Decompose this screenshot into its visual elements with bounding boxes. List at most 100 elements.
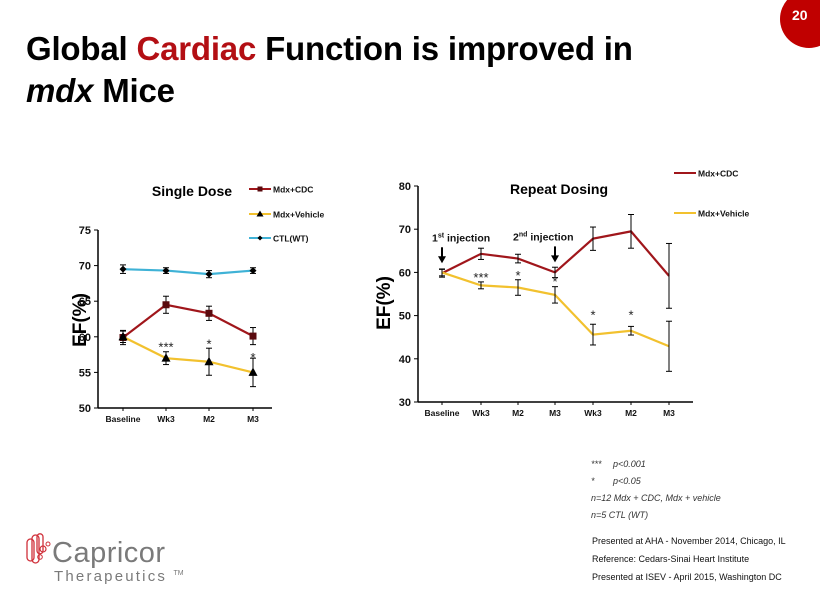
- single-dose-y-tick-label: 70: [79, 261, 91, 273]
- single-dose-legend-marker: [257, 235, 263, 241]
- single-dose-data-point: [204, 356, 214, 366]
- title-line-1: Global Cardiac Function is improved in: [26, 28, 633, 70]
- repeat-dosing-y-tick-label: 40: [399, 354, 411, 366]
- note-row: * p<0.05: [591, 473, 721, 490]
- title-accent-word: Cardiac: [136, 30, 257, 67]
- repeat-dosing-x-tick-label: Wk3: [584, 408, 602, 418]
- single-dose-series-line: [122, 335, 254, 374]
- single-dose-data-point: [162, 267, 170, 275]
- note-text: p<0.001: [613, 459, 646, 469]
- single-dose-data-point: [118, 331, 128, 341]
- reference-line: Presented at AHA - November 2014, Chicag…: [592, 536, 786, 546]
- repeat-dosing-x-tick-label: M2: [512, 408, 524, 418]
- repeat-dosing-x-tick-label: Wk3: [472, 408, 490, 418]
- repeat-dosing-y-tick-label: 60: [399, 267, 411, 279]
- single-dose-series-line: [122, 268, 254, 276]
- logo-name: Capricor: [52, 537, 166, 569]
- injection-ordinal: nd: [519, 231, 528, 238]
- title-line-2: mdx Mice: [26, 70, 633, 112]
- logo-subtitle: Therapeutics TM: [54, 568, 184, 585]
- single-dose-x-tick-label: Wk3: [157, 414, 175, 424]
- page-number: 20: [792, 7, 808, 23]
- injection-text: injection: [527, 231, 573, 243]
- repeat-dosing-injection-label: 2nd injection: [513, 231, 574, 243]
- single-dose-legend-label: Mdx+Vehicle: [273, 210, 325, 220]
- repeat-dosing-y-tick-label: 50: [399, 311, 411, 323]
- single-dose-data-point: [248, 367, 258, 376]
- single-dose-legend-marker: [256, 210, 264, 217]
- single-dose-significance-marker: *: [206, 336, 211, 351]
- repeat-dosing-significance-marker: *: [590, 307, 595, 322]
- single-dose-legend-label: CTL(WT): [273, 234, 309, 244]
- title-text: Function is improved in: [256, 30, 633, 67]
- single-dose-significance-marker: *: [250, 350, 255, 365]
- repeat-dosing-significance-marker: *: [552, 274, 557, 289]
- repeat-dosing-series-line: [441, 230, 670, 277]
- repeat-dosing-y-tick-label: 80: [399, 181, 411, 193]
- injection-number: 1: [432, 232, 438, 244]
- repeat-dosing-significance-marker: *: [628, 307, 633, 322]
- single-dose-significance-marker: ***: [158, 339, 173, 354]
- repeat-dosing-series-line: [441, 271, 670, 348]
- single-dose-x-tick-label: Baseline: [106, 414, 141, 424]
- statistics-notes: *** p<0.001 * p<0.05 n=12 Mdx + CDC, Mdx +…: [591, 456, 721, 524]
- single-dose-title: Single Dose: [152, 183, 232, 199]
- note-row: *** p<0.001: [591, 456, 721, 473]
- repeat-dosing-y-tick-label: 70: [399, 224, 411, 236]
- single-dose-x-tick-label: M3: [247, 414, 259, 424]
- single-dose-y-tick-label: 65: [79, 296, 91, 308]
- repeat-dosing-x-tick-label: M3: [549, 408, 561, 418]
- note-text: n=12 Mdx + CDC, Mdx + vehicle: [591, 493, 721, 503]
- note-symbol: *: [591, 476, 595, 486]
- logo-subtitle-text: Therapeutics: [54, 568, 168, 585]
- references: Presented at AHA - November 2014, Chicag…: [592, 532, 786, 586]
- page-number-badge: 20: [780, 0, 820, 48]
- repeat-dosing-injection-arrowhead: [551, 255, 559, 263]
- repeat-dosing-y-axis-label: EF(%): [374, 276, 395, 330]
- capricor-logo-icon: [26, 533, 51, 564]
- note-text: p<0.05: [613, 476, 641, 486]
- single-dose-legend-label: Mdx+CDC: [273, 185, 313, 195]
- repeat-dosing-significance-marker: ***: [473, 270, 488, 285]
- reference-line: Presented at ISEV - April 2015, Washingt…: [592, 572, 782, 582]
- title-italic-word: mdx: [26, 72, 94, 109]
- single-dose-y-tick-label: 55: [79, 367, 91, 379]
- single-dose-data-point: [119, 265, 127, 273]
- single-dose-data-point: [205, 309, 213, 317]
- single-dose-y-tick-label: 60: [79, 332, 91, 344]
- slide-title: Global Cardiac Function is improved in m…: [26, 28, 633, 112]
- note-text: n=5 CTL (WT): [591, 510, 649, 520]
- single-dose-data-point: [119, 334, 127, 342]
- repeat-dosing-x-tick-label: Baseline: [425, 408, 460, 418]
- single-dose-x-tick-label: M2: [203, 414, 215, 424]
- note-row: n=5 CTL (WT): [591, 507, 721, 524]
- repeat-dosing-x-tick-label: M3: [663, 408, 675, 418]
- single-dose-legend-marker: [257, 186, 263, 192]
- single-dose-data-point: [205, 270, 213, 278]
- trademark: TM: [173, 570, 184, 577]
- repeat-dosing-legend-label: Mdx+Vehicle: [698, 209, 750, 219]
- repeat-dosing-y-tick-label: 30: [399, 397, 411, 409]
- repeat-dosing-significance-marker: *: [515, 268, 520, 283]
- single-dose-data-point: [249, 267, 257, 275]
- injection-text: injection: [444, 232, 490, 244]
- single-dose-y-tick-label: 75: [79, 225, 91, 237]
- repeat-dosing-x-tick-label: M2: [625, 408, 637, 418]
- repeat-dosing-injection-label: 1st injection: [432, 232, 490, 244]
- title-text: Global: [26, 30, 137, 67]
- injection-ordinal: st: [438, 232, 445, 239]
- single-dose-data-point: [161, 353, 171, 362]
- reference-line: Reference: Cedars-Sinai Heart Institute: [592, 554, 750, 564]
- note-symbol: ***: [591, 459, 602, 469]
- note-row: n=12 Mdx + CDC, Mdx + vehicle: [591, 490, 721, 507]
- repeat-dosing-title: Repeat Dosing: [510, 181, 608, 197]
- injection-number: 2: [513, 231, 519, 243]
- repeat-dosing-legend-label: Mdx+CDC: [698, 169, 738, 179]
- single-dose-y-axis-label: EF(%): [70, 293, 91, 347]
- title-text: Mice: [93, 72, 175, 109]
- repeat-dosing-injection-arrowhead: [438, 256, 446, 264]
- single-dose-data-point: [162, 301, 170, 309]
- single-dose-series-line: [122, 303, 254, 339]
- single-dose-data-point: [249, 332, 257, 340]
- single-dose-y-tick-label: 50: [79, 403, 91, 415]
